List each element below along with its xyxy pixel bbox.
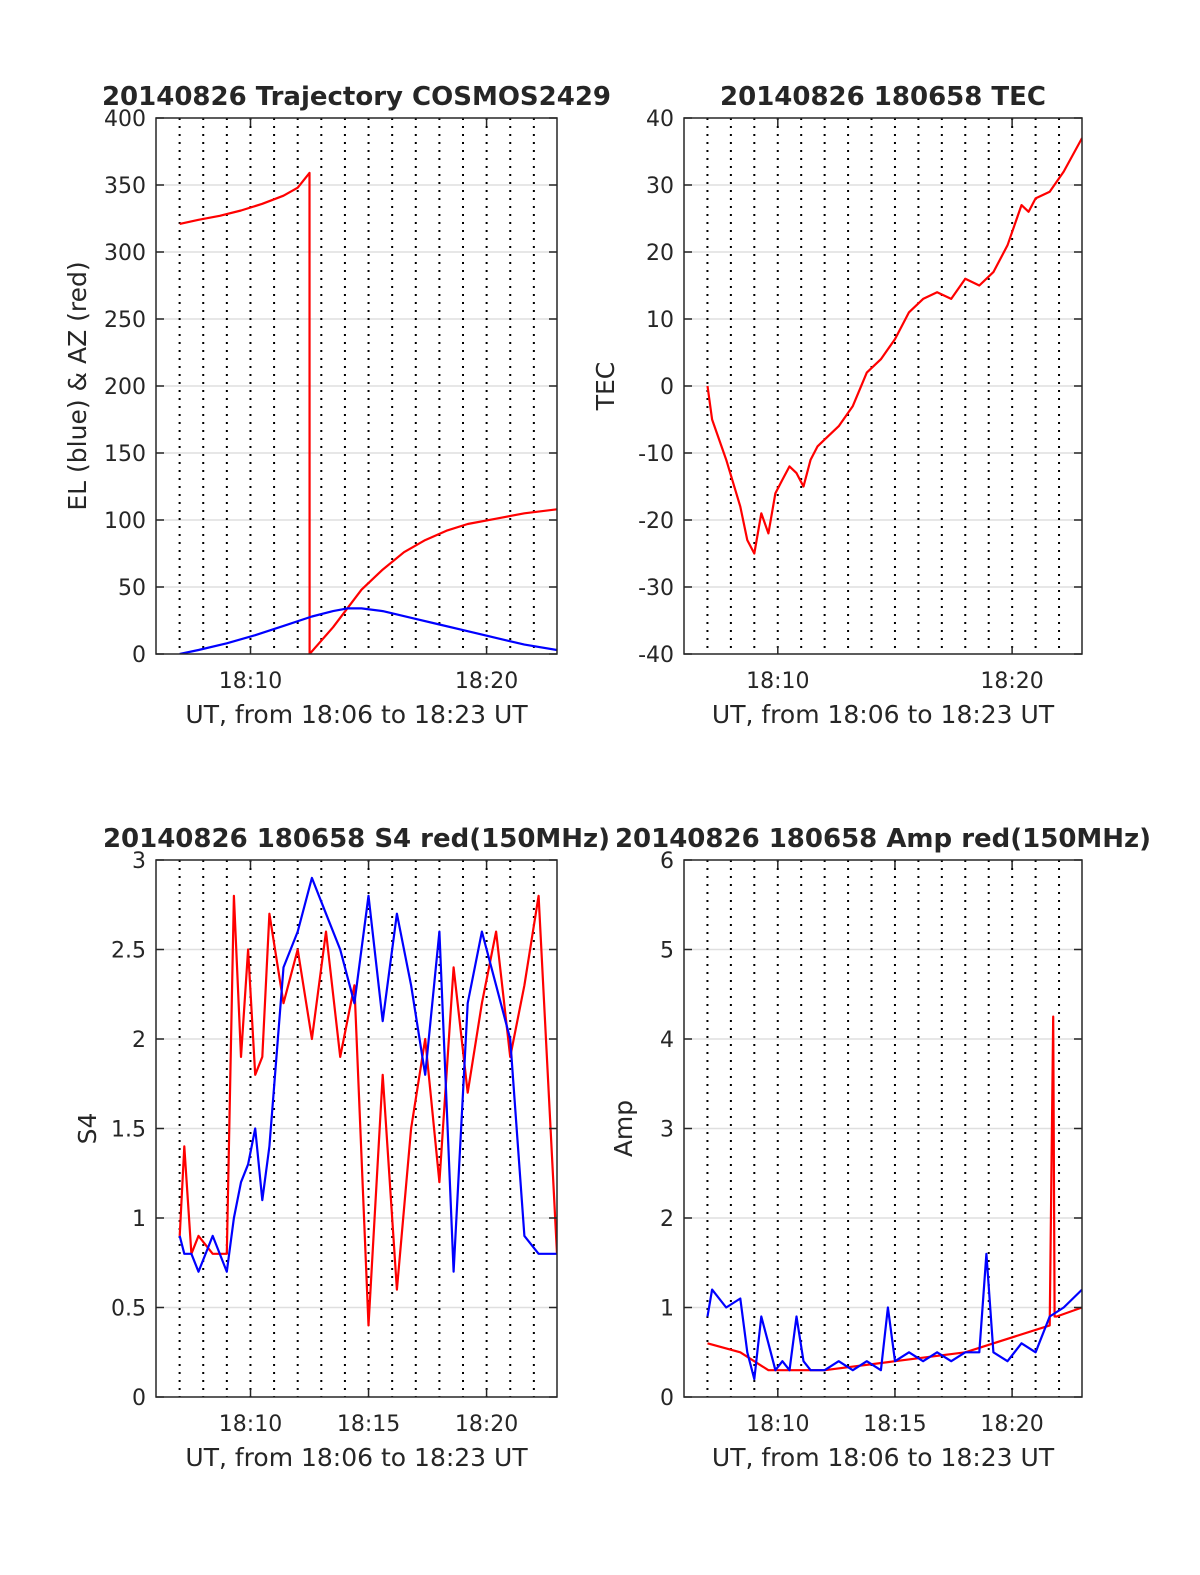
y-tick-label: 2	[660, 1207, 674, 1232]
y-axis-label: TEC	[591, 362, 620, 412]
y-tick-label: 3	[660, 1118, 674, 1143]
chart-title: 20140826 180658 TEC	[720, 82, 1046, 112]
y-tick-label: 1.5	[111, 1118, 146, 1143]
x-axis-label: UT, from 18:06 to 18:23 UT	[185, 700, 528, 729]
y-tick-label: 40	[646, 107, 674, 132]
y-tick-label: 20	[646, 241, 674, 266]
y-tick-label: 6	[660, 849, 674, 874]
y-tick-label: -10	[638, 442, 674, 467]
subplot-amp: 0 1 2 3 4 5 6 18:10 18:15 18:20 20140826 180658 Am…	[609, 824, 1151, 1472]
y-tick-label: 0	[132, 1386, 146, 1411]
x-tick-label: 18:20	[980, 1412, 1043, 1437]
y-tick-label: 250	[104, 308, 146, 333]
y-axis-label: S4	[73, 1113, 102, 1145]
y-tick-label: 2	[132, 1028, 146, 1053]
y-tick-label: 3	[132, 849, 146, 874]
y-tick-label: 400	[104, 107, 146, 132]
y-tick-label: 4	[660, 1028, 674, 1053]
y-tick-label: 10	[646, 308, 674, 333]
x-axis-label: UT, from 18:06 to 18:23 UT	[185, 1443, 528, 1472]
y-tick-label: 0	[132, 643, 146, 668]
y-tick-label: 1	[132, 1207, 146, 1232]
y-tick-label: 1	[660, 1297, 674, 1322]
series-line-1	[178, 876, 557, 1273]
y-tick-label: 50	[118, 576, 146, 601]
x-tick-label: 18:10	[219, 669, 282, 694]
series-line-1	[179, 607, 557, 654]
subplot-s4: 0 0.5 1 1.5 2 2.5 3 18:10 18:15 18:20 20140826 180…	[73, 824, 610, 1472]
x-tick-label: 18:10	[219, 1412, 282, 1437]
subplot-trajectory: 0 50 100 150 200 250 300 350 400 18:10 18:20 201408…	[63, 82, 611, 729]
chart-title: 20140826 180658 S4 red(150MHz)	[103, 824, 610, 854]
chart-title: 20140826 180658 Amp red(150MHz)	[615, 824, 1151, 854]
series-line-0	[178, 894, 557, 1327]
x-tick-label: 18:20	[455, 1412, 518, 1437]
y-axis-label: Amp	[609, 1100, 638, 1157]
x-tick-label: 18:10	[746, 1412, 809, 1437]
x-tick-label: 18:15	[337, 1412, 400, 1437]
x-axis-label: UT, from 18:06 to 18:23 UT	[712, 1443, 1055, 1472]
y-tick-label: 350	[104, 174, 146, 199]
y-tick-label: 5	[660, 939, 674, 964]
x-tick-label: 18:20	[980, 669, 1043, 694]
y-tick-label: 150	[104, 442, 146, 467]
y-tick-label: 0	[660, 1386, 674, 1411]
y-tick-label: 0	[660, 375, 674, 400]
x-axis-label: UT, from 18:06 to 18:23 UT	[712, 700, 1055, 729]
x-tick-label: 18:10	[746, 669, 809, 694]
y-tick-label: 2.5	[111, 939, 146, 964]
series-line-0	[706, 137, 1082, 555]
y-tick-label: 30	[646, 174, 674, 199]
y-tick-label: 200	[104, 375, 146, 400]
y-tick-label: 100	[104, 509, 146, 534]
y-tick-label: -30	[638, 576, 674, 601]
chart-title: 20140826 Trajectory COSMOS2429	[102, 82, 611, 112]
y-axis-label: EL (blue) & AZ (red)	[63, 261, 92, 510]
y-tick-label: 0.5	[111, 1297, 146, 1322]
y-tick-label: -20	[638, 509, 674, 534]
series-line-1	[706, 1252, 1082, 1381]
x-tick-label: 18:20	[455, 669, 518, 694]
subplot-tec: -40 -30 -20 -10 0 10 20 30 40 18:10 18:20 20140826 …	[591, 82, 1083, 729]
series-line-0	[179, 171, 557, 654]
x-tick-label: 18:15	[863, 1412, 926, 1437]
y-tick-label: -40	[638, 643, 674, 668]
y-tick-label: 300	[104, 241, 146, 266]
